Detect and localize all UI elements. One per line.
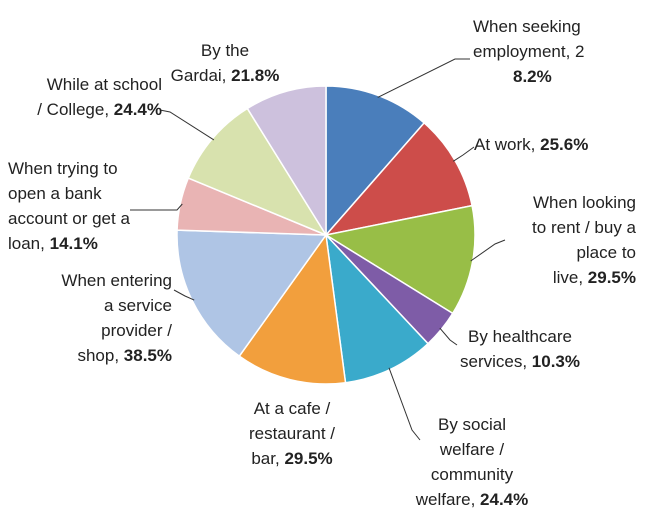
label-at-work-text: At work, [474, 135, 536, 154]
label-service-provider-value: 38.5% [123, 346, 172, 365]
label-seeking-employment-text: employment, 2 [473, 42, 585, 61]
label-cafe-value: 29.5% [284, 449, 333, 468]
pie-slice-by-the-gardai [246, 85, 327, 238]
label-seeking-employment: When seeking employment, 2 8.2% [473, 17, 585, 86]
label-healthcare-value: 10.3% [531, 352, 580, 371]
leader-line-3 [439, 327, 458, 346]
label-at-work: At work, 25.6% [474, 132, 588, 157]
leader-line-7 [130, 203, 183, 211]
label-social-welfare: By social welfare / community welfare, 2… [415, 415, 529, 509]
label-bank-text: loan, [8, 234, 45, 253]
label-bank-account-loan: When trying to open a bank account or ge… [8, 159, 130, 253]
leader-line-8 [159, 109, 215, 141]
label-gardai-value: 21.8% [231, 66, 280, 85]
label-cafe-text: bar, [251, 449, 280, 468]
leader-line-6 [173, 289, 195, 301]
leader-line-4 [388, 367, 421, 441]
label-gardai-text: Gardai, [170, 66, 227, 85]
label-healthcare-text: services, [459, 352, 528, 371]
pie-slice-when-looking-to-rent-buy-a-place-to-live [323, 204, 476, 315]
label-social-welfare-text: welfare, [415, 490, 476, 509]
label-bank-value: 14.1% [49, 234, 98, 253]
label-healthcare-services: By healthcare services, 10.3% [459, 327, 580, 371]
pie-slice-at-a-cafe-restaurant-bar [238, 233, 347, 385]
label-school-college: While at school / College, 24.4% [37, 75, 162, 119]
pie-slice-when-seeking-employment [325, 85, 426, 237]
label-rent-buy-value: 29.5% [587, 268, 636, 287]
leader-line-0 [377, 58, 470, 98]
pie-slice-when-entering-a-service-provider-shop [176, 229, 328, 358]
label-gardai: By the Gardai, 21.8% [170, 41, 280, 85]
label-service-provider-shop: When entering a service provider / shop,… [61, 271, 172, 365]
label-social-welfare-value: 24.4% [480, 490, 529, 509]
label-seeking-employment-value: 8.2% [513, 67, 552, 86]
leader-line-2 [470, 239, 506, 262]
label-rent-buy-place: When looking to rent / buy a place to li… [532, 193, 636, 287]
pie-slices [176, 85, 476, 385]
label-school-value: 24.4% [113, 100, 162, 119]
label-at-work-value: 25.6% [540, 135, 589, 154]
label-service-provider-text: shop, [77, 346, 120, 365]
label-cafe-restaurant-bar: At a cafe / restaurant / bar, 29.5% [249, 399, 335, 468]
leader-lines [130, 58, 506, 441]
leader-line-1 [452, 146, 475, 162]
label-rent-buy-text: live, [552, 268, 584, 287]
label-school-text: / College, [37, 100, 110, 119]
